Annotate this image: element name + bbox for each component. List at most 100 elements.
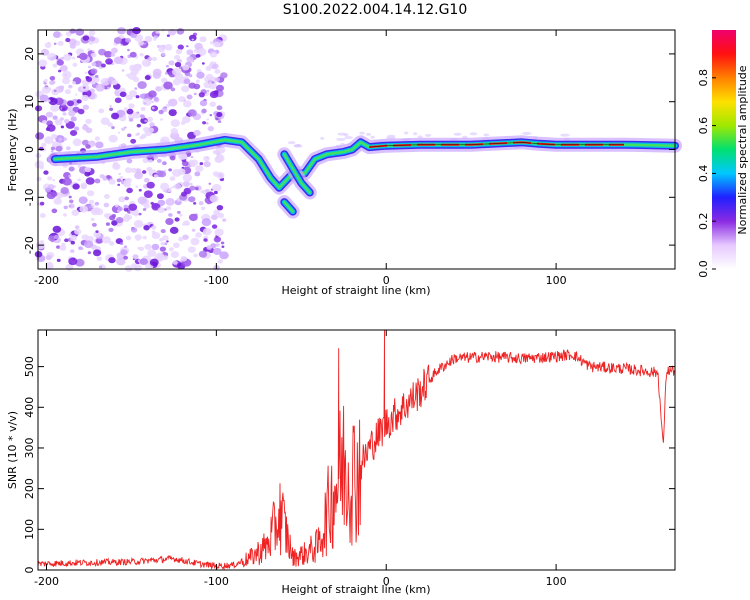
noise-speck xyxy=(63,205,68,210)
noise-speck xyxy=(560,133,570,137)
noise-speck xyxy=(107,122,113,127)
noise-speck xyxy=(94,201,100,206)
noise-speck xyxy=(221,245,225,248)
noise-speck xyxy=(75,258,85,267)
noise-speck xyxy=(114,97,122,104)
noise-speck xyxy=(125,167,133,174)
colorbar-bar xyxy=(712,30,736,269)
noise-speck xyxy=(151,243,160,251)
noise-speck xyxy=(132,111,141,119)
noise-speck xyxy=(182,234,189,240)
noise-speck xyxy=(195,79,200,83)
noise-speck xyxy=(183,78,191,85)
noise-speck xyxy=(90,217,95,222)
noise-speck xyxy=(215,154,225,163)
noise-speck xyxy=(132,27,141,35)
noise-speck xyxy=(85,177,95,185)
noise-speck xyxy=(209,41,214,45)
x-tick-label: 0 xyxy=(383,575,390,588)
noise-speck xyxy=(214,68,221,74)
noise-speck xyxy=(48,97,58,106)
snr-panel: -200 -100 0 100 0 100 200 300 400 500 Height of … xyxy=(6,329,676,596)
snr-y-axis: 0 100 200 300 400 500 xyxy=(23,356,675,574)
noise-speck xyxy=(95,237,104,244)
noise-speck xyxy=(216,172,225,179)
noise-speck xyxy=(38,59,48,67)
noise-speck xyxy=(202,121,207,125)
noise-speck xyxy=(88,30,96,36)
noise-speck xyxy=(59,85,65,90)
noise-speck xyxy=(201,108,207,114)
noise-speck xyxy=(52,31,62,39)
noise-speck xyxy=(144,119,148,123)
noise-speck xyxy=(216,84,224,92)
noise-speck xyxy=(197,47,207,56)
noise-speck xyxy=(60,125,65,129)
noise-speck xyxy=(44,42,52,49)
noise-speck xyxy=(44,78,48,82)
noise-speck xyxy=(188,34,197,42)
noise-speck xyxy=(153,174,159,178)
noise-speck xyxy=(117,206,123,212)
noise-speck xyxy=(109,105,112,108)
noise-speck xyxy=(135,95,140,99)
noise-speck xyxy=(220,72,228,79)
noise-speck xyxy=(69,130,78,137)
x-tick-label: 100 xyxy=(546,575,567,588)
noise-speck xyxy=(136,123,142,128)
noise-speck xyxy=(193,201,197,205)
noise-speck xyxy=(143,203,151,209)
noise-speck xyxy=(69,199,74,204)
noise-speck xyxy=(151,56,158,61)
noise-speck xyxy=(137,247,141,250)
noise-speck xyxy=(198,250,208,258)
noise-speck xyxy=(190,237,200,246)
noise-speck xyxy=(108,178,116,185)
noise-speck xyxy=(186,49,194,56)
noise-speck xyxy=(211,81,215,84)
noise-speck xyxy=(186,94,193,100)
noise-speck xyxy=(203,81,212,89)
noise-speck xyxy=(134,234,142,241)
noise-speck xyxy=(88,199,95,205)
noise-speck xyxy=(162,235,169,241)
noise-speck xyxy=(469,132,478,136)
noise-speck xyxy=(35,132,45,140)
noise-speck xyxy=(191,159,199,166)
noise-speck xyxy=(143,190,153,199)
noise-speck xyxy=(149,122,155,127)
noise-speck xyxy=(215,118,219,121)
noise-speck xyxy=(47,176,53,181)
noise-speck xyxy=(90,52,97,58)
noise-speck xyxy=(100,77,110,86)
noise-speck xyxy=(168,247,174,252)
noise-speck xyxy=(189,185,196,191)
noise-speck xyxy=(53,42,57,45)
noise-speck xyxy=(81,94,89,102)
noise-speck xyxy=(166,206,172,211)
noise-speck xyxy=(63,213,68,217)
noise-speck xyxy=(123,204,128,209)
noise-speck xyxy=(174,54,181,60)
noise-speck xyxy=(143,225,150,231)
noise-speck xyxy=(214,228,224,237)
noise-speck xyxy=(172,78,181,86)
noise-speck xyxy=(188,196,196,203)
noise-speck xyxy=(181,85,190,93)
noise-speck xyxy=(193,83,201,90)
noise-speck xyxy=(100,117,110,126)
noise-speck xyxy=(165,198,175,206)
noise-speck xyxy=(153,37,157,41)
noise-speck xyxy=(212,184,222,192)
noise-speck xyxy=(41,64,45,67)
noise-speck xyxy=(179,213,183,217)
noise-speck xyxy=(177,44,184,50)
noise-speck xyxy=(108,134,118,143)
noise-speck xyxy=(47,52,57,61)
noise-speck xyxy=(320,136,325,140)
noise-speck xyxy=(211,224,218,229)
noise-speck xyxy=(158,109,164,115)
y-tick-label: 500 xyxy=(23,356,36,377)
noise-speck xyxy=(68,233,72,237)
noise-speck xyxy=(52,115,58,120)
